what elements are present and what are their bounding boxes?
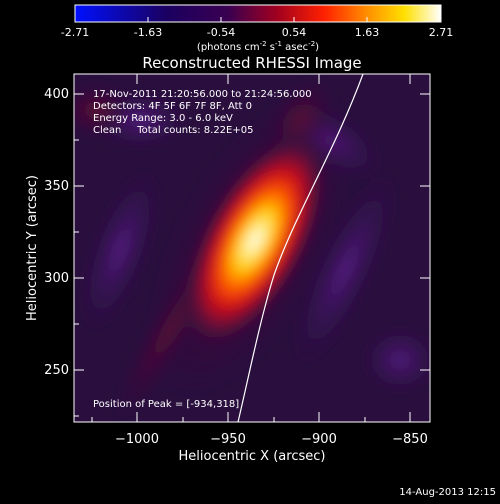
x-axis-ticks xyxy=(91,74,411,422)
info-clean-counts: Clean Total counts: 8.22E+05 xyxy=(93,125,253,136)
sidelobe xyxy=(360,325,430,395)
peak-position-label: Position of Peak = [-934,318] xyxy=(93,399,239,410)
colorbar-ticks xyxy=(74,17,442,22)
plot-title: Reconstructed RHESSI Image xyxy=(142,54,361,72)
y-axis-label: Heliocentric Y (arcsec) xyxy=(25,175,40,321)
solar-limb-curve xyxy=(237,74,364,422)
x-tick-label: −850 xyxy=(392,432,428,447)
x-tick-label: −1000 xyxy=(115,432,159,447)
colorbar: -2.71 -1.63 -0.54 0.54 1.63 2.71 (photon… xyxy=(61,4,454,53)
flare-source xyxy=(183,132,327,348)
x-tick-label: −950 xyxy=(210,432,246,447)
y-axis-ticks xyxy=(74,93,430,417)
sidelobe xyxy=(78,164,162,336)
x-tick-label: −900 xyxy=(301,432,337,447)
sidelobe xyxy=(291,169,399,371)
y-tick-label: 400 xyxy=(44,87,69,102)
footer-timestamp: 14-Aug-2013 12:15 xyxy=(399,487,496,498)
y-tick-label: 300 xyxy=(44,271,69,286)
info-detectors: Detectors: 4F 5F 6F 7F 8F, Att 0 xyxy=(93,101,252,112)
emission-streak xyxy=(74,80,135,140)
colorbar-gradient xyxy=(74,4,442,23)
x-axis-label: Heliocentric X (arcsec) xyxy=(179,449,326,464)
y-tick-label: 250 xyxy=(44,363,69,378)
colorbar-tick-label: 2.71 xyxy=(429,26,454,39)
plot-frame xyxy=(73,73,431,423)
colorbar-tick-label: -0.54 xyxy=(207,26,235,39)
colorbar-tick-label: 0.54 xyxy=(282,26,307,39)
info-energy-range: Energy Range: 3.0 - 6.0 keV xyxy=(93,113,233,124)
colorbar-units: (photons cm-2 s-1 asec-2) xyxy=(197,40,319,53)
colorbar-tick-label: -2.71 xyxy=(61,26,89,39)
colorbar-tick-label: -1.63 xyxy=(134,26,162,39)
colorbar-tick-label: 1.63 xyxy=(355,26,380,39)
info-time-range: 17-Nov-2011 21:20:56.000 to 21:24:56.000 xyxy=(93,89,312,100)
y-tick-label: 350 xyxy=(44,179,69,194)
image-area xyxy=(74,74,430,422)
